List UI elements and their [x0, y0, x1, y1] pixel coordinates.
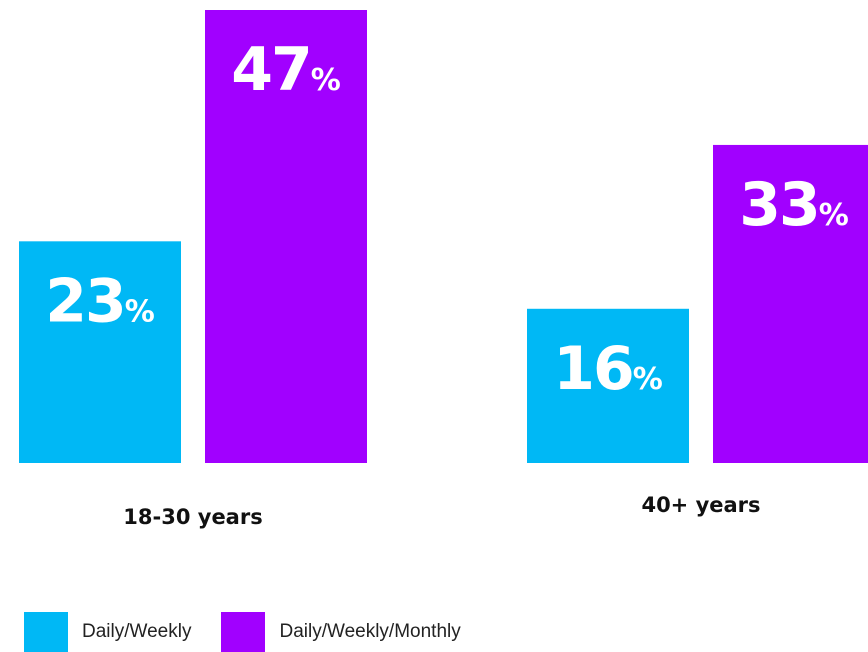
data-label-18-30-years-daily-weekly-monthly: 47%	[231, 35, 341, 105]
legend-swatch-daily-weekly-monthly	[221, 612, 266, 652]
bar-18-30-years-daily-weekly	[19, 241, 181, 463]
bar-18-30-years-daily-weekly-monthly	[205, 10, 367, 463]
legend-label-daily-weekly-monthly: Daily/Weekly/Monthly	[279, 621, 461, 642]
legend-label-daily-weekly: Daily/Weekly	[82, 621, 192, 642]
bar-40-years-daily-weekly	[527, 308, 689, 463]
category-label-40-years: 40+ years	[641, 493, 760, 517]
bar-40-years-daily-weekly-monthly	[713, 144, 868, 464]
legend-item-daily-weekly: Daily/Weekly	[24, 612, 191, 652]
chart-legend: Daily/Weekly Daily/Weekly/Monthly	[24, 612, 491, 652]
data-label-18-30-years-daily-weekly: 23%	[45, 266, 155, 336]
category-label-18-30-years: 18-30 years	[123, 505, 262, 529]
data-label-40-years-daily-weekly-monthly: 33%	[739, 170, 849, 240]
legend-item-daily-weekly-monthly: Daily/Weekly/Monthly	[221, 612, 461, 652]
legend-swatch-daily-weekly	[24, 612, 68, 652]
data-label-40-years-daily-weekly: 16%	[553, 334, 663, 404]
